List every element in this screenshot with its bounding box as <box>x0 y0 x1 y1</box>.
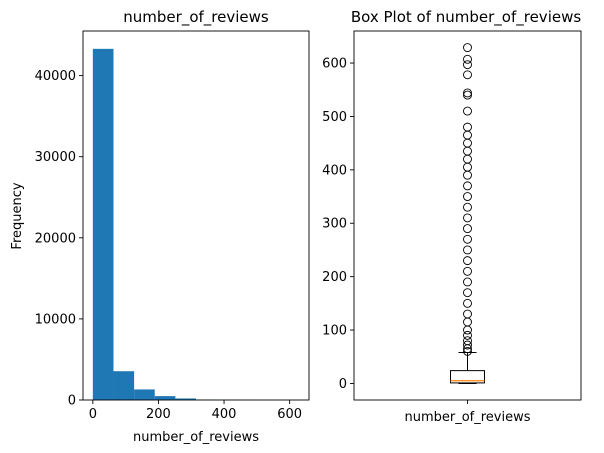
boxplot-outlier-point <box>463 122 472 132</box>
boxplot-y-tick-label: 400 <box>322 163 347 178</box>
histogram-axes-frame <box>82 30 310 401</box>
boxplot-outlier-point <box>463 170 472 180</box>
boxplot-outlier-point <box>463 138 472 148</box>
histogram-bars <box>92 48 300 400</box>
boxplot-outlier-point <box>463 245 472 255</box>
boxplot-y-tick-label: 100 <box>322 324 347 339</box>
boxplot-y-tick-label: 500 <box>322 110 347 125</box>
boxplot-outlier-point <box>463 181 472 191</box>
histogram-bar <box>113 371 135 400</box>
boxplot-outlier-point <box>463 43 472 53</box>
boxplot-box <box>450 370 485 384</box>
boxplot-outlier-point <box>463 288 472 298</box>
boxplot-outlier-point <box>463 154 472 164</box>
boxplot-outlier-point <box>463 224 472 234</box>
boxplot-x-ticks: number_of_reviews <box>404 400 531 425</box>
boxplot-outlier-point <box>463 266 472 276</box>
histogram-panel: number_of_reviews 0 200 400 600 0 10000 20000… <box>10 8 310 445</box>
boxplot-y-ticks: 0 100 200 300 400 500 600 <box>322 57 354 392</box>
boxplot-outlier-point <box>463 336 472 346</box>
histogram-y-tick-label: 0 <box>68 394 76 409</box>
histogram-y-ticks: 0 10000 20000 30000 40000 <box>35 69 83 409</box>
histogram-x-axis-label: number_of_reviews <box>133 430 259 445</box>
boxplot-y-tick-label: 200 <box>322 270 347 285</box>
boxplot-outlier-point <box>463 325 472 335</box>
boxplot-outlier-point <box>463 346 472 356</box>
boxplot-y-tick-label: 300 <box>322 217 347 232</box>
boxplot-x-tick-label: number_of_reviews <box>404 410 530 425</box>
boxplot-outlier-point <box>463 256 472 266</box>
boxplot-outlier-point <box>463 162 472 172</box>
boxplot-outlier-point <box>463 234 472 244</box>
boxplot-outlier-point <box>463 192 472 201</box>
boxplot-outlier-point <box>463 130 472 140</box>
boxplot-y-tick-label: 0 <box>339 377 347 392</box>
boxplot-outlier-point <box>463 317 472 327</box>
boxplot-outlier-point <box>463 309 472 319</box>
histogram-x-ticks: 0 200 400 600 <box>89 400 302 422</box>
histogram-bar <box>134 389 155 400</box>
boxplot-outlier-point <box>463 70 472 80</box>
histogram-bar <box>175 398 196 400</box>
boxplot-outlier-point <box>463 213 472 223</box>
boxplot-outlier-point <box>463 202 472 212</box>
boxplot-outlier-point <box>463 60 472 70</box>
boxplot-outlier-point <box>463 330 472 340</box>
boxplot-body <box>450 43 485 384</box>
histogram-y-tick-label: 30000 <box>35 150 76 165</box>
boxplot-outlier-point <box>463 146 472 156</box>
histogram-x-tick-label: 200 <box>146 407 171 422</box>
boxplot-panel: Box Plot of number_of_reviews 0 100 200 300… <box>322 8 582 425</box>
histogram-y-axis-label: Frequency <box>10 182 25 249</box>
histogram-x-tick-label: 0 <box>89 407 97 422</box>
boxplot-outlier-point <box>463 277 472 287</box>
histogram-bar <box>154 396 176 400</box>
boxplot-outlier-point <box>463 106 472 116</box>
boxplot-outlier-point <box>463 88 472 98</box>
boxplot-title: Box Plot of number_of_reviews <box>351 8 582 27</box>
histogram-y-tick-label: 20000 <box>35 231 76 246</box>
histogram-x-tick-label: 600 <box>277 407 302 422</box>
boxplot-outlier-point <box>463 340 472 350</box>
histogram-y-tick-label: 10000 <box>35 312 76 327</box>
histogram-title: number_of_reviews <box>123 8 269 27</box>
histogram-y-tick-label: 40000 <box>35 69 76 84</box>
histogram-x-tick-label: 400 <box>212 407 237 422</box>
boxplot-outlier-point <box>463 298 472 308</box>
boxplot-outlier-point <box>463 90 472 100</box>
boxplot-y-tick-label: 600 <box>322 57 347 72</box>
histogram-bar <box>92 48 114 400</box>
boxplot-outlier-point <box>463 54 472 64</box>
